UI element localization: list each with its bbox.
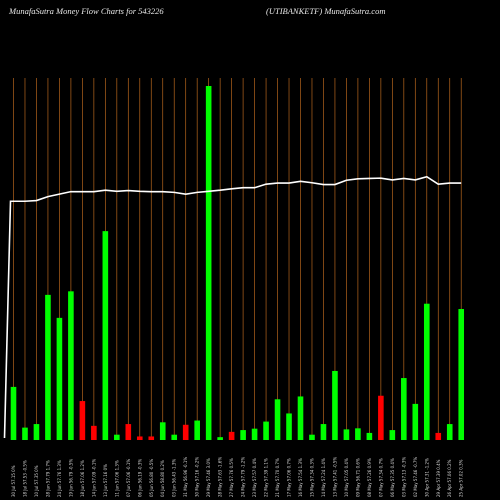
bar xyxy=(114,434,120,440)
bar xyxy=(91,425,97,440)
x-tick-label: 17 May 57.06 0.7% xyxy=(287,458,292,497)
x-tick-label: 13 Jun 57.16 0% xyxy=(103,464,108,497)
x-tick-label: 27 May 57.76 0.5% xyxy=(229,458,234,497)
bar xyxy=(56,317,63,440)
bar xyxy=(33,424,40,440)
x-tick-label: 24 Jun 57.76 1.3% xyxy=(57,460,62,497)
bar xyxy=(10,386,17,440)
x-tick-label: 21 May 57.70 0.7% xyxy=(275,458,280,497)
x-tick-label: 26 Apr 57.06 0.2% xyxy=(447,459,452,497)
x-tick-label: 06 Jun 56.19 -0.3% xyxy=(137,459,142,497)
x-tick-label: 24 May 57.79 -1.2% xyxy=(241,457,246,497)
x-tick-label: 30 May 57.16 -0.2% xyxy=(195,457,200,497)
bar xyxy=(263,421,269,440)
bar xyxy=(309,434,315,440)
x-axis-labels: 30 Jul 57.15 0% 18 Jul 57.53 -0.5% 10 Jul … xyxy=(11,457,464,497)
bar xyxy=(148,436,155,440)
bar xyxy=(297,396,304,440)
bar xyxy=(435,432,442,440)
bar xyxy=(205,86,212,440)
bar xyxy=(159,422,166,440)
bar xyxy=(22,427,28,440)
bar xyxy=(412,403,419,440)
x-tick-label: 08 May 57.26 0.9% xyxy=(367,458,372,497)
x-tick-label: 18 Jun 57.06 1.2% xyxy=(80,460,85,497)
bar xyxy=(45,294,51,440)
bar xyxy=(217,437,223,440)
x-tick-label: 02 May 57.46 -0.7% xyxy=(413,457,418,497)
x-tick-label: 13 May 57.41 -0.5% xyxy=(332,457,337,497)
x-tick-label: 18 Jul 57.53 -0.5% xyxy=(22,460,27,497)
bar xyxy=(274,399,281,440)
bar xyxy=(389,430,396,440)
bar xyxy=(332,370,338,440)
price-line xyxy=(3,175,462,439)
x-tick-label: 07 Jun 57.06 -0.1% xyxy=(126,459,131,497)
bar xyxy=(458,309,465,440)
grid-lines xyxy=(13,78,462,440)
x-tick-label: 14 Jun 57.09 -0.1% xyxy=(91,459,96,497)
chart-header: MunafaSutra Money Flow Charts for 543226… xyxy=(0,0,500,20)
bar xyxy=(68,291,74,440)
x-tick-label: 29 May 57.46 3.0% xyxy=(206,458,211,497)
x-tick-label: 03 Jun 56.43 -1.3% xyxy=(172,459,177,497)
x-tick-label: 28 May 57.63 -1.6% xyxy=(218,457,223,497)
bar xyxy=(102,231,109,440)
bar xyxy=(366,432,373,440)
x-tick-label: 28 Jun 57.79 1.7% xyxy=(45,460,50,497)
chart-title: MunafaSutra Money Flow Charts for 543226 xyxy=(9,6,164,16)
bar xyxy=(228,431,235,440)
bar xyxy=(136,436,143,440)
bar xyxy=(182,424,189,440)
x-tick-label: 05 Jun 56.80 -0.5% xyxy=(149,459,154,497)
bar xyxy=(125,424,132,440)
bar xyxy=(240,430,246,440)
bar xyxy=(378,395,384,440)
bar xyxy=(401,378,407,440)
chart-subtitle: (UTIBANKETF) MunafaSutra.com xyxy=(266,6,386,16)
x-tick-label: 25 Apr 57.02 0.3% xyxy=(459,459,464,497)
x-tick-label: 04 Jun 58.80 0.2% xyxy=(160,460,165,497)
x-tick-label: 19 Jun 56.79 -0.5% xyxy=(68,459,73,497)
x-tick-label: 14 May 57.24 1.4% xyxy=(321,458,326,497)
x-tick-label: 22 May 57.39 1.1% xyxy=(264,458,269,497)
x-tick-label: 23 May 57.57 0.4% xyxy=(252,458,257,497)
x-tick-label: 06 May 57.35 0.4% xyxy=(390,458,395,497)
bar xyxy=(251,428,258,440)
bar xyxy=(286,413,292,440)
x-tick-label: 30 Apr 57.31 -1.2% xyxy=(424,458,429,497)
bar xyxy=(171,434,178,440)
x-tick-label: 07 May 57.34 0.7% xyxy=(378,458,383,497)
bar xyxy=(446,424,453,440)
x-tick-label: 03 May 57.13 -0.3% xyxy=(401,457,406,497)
x-tick-label: 30 Jul 57.15 0% xyxy=(11,465,16,497)
x-tick-label: 10 Jul 57.35 0% xyxy=(34,465,39,497)
x-tick-label: 31 May 56.96 -0.1% xyxy=(183,457,188,497)
x-tick-label: 09 May 56.71 0.6% xyxy=(355,458,360,497)
bar xyxy=(320,424,327,440)
bar xyxy=(355,428,361,440)
bar xyxy=(343,429,350,440)
x-tick-label: 10 May 57.05 0.4% xyxy=(344,458,349,497)
x-tick-label: 16 May 57.54 1.3% xyxy=(298,458,303,497)
x-tick-label: 15 May 57.34 0.3% xyxy=(309,458,314,497)
bar xyxy=(79,401,86,440)
volume-bars xyxy=(10,86,465,440)
x-tick-label: 11 Jun 57.06 1.3% xyxy=(114,460,119,497)
bar xyxy=(423,303,430,440)
bar xyxy=(194,420,200,440)
price-line-group xyxy=(3,175,462,439)
x-tick-label: 29 Apr 57.39 0.4% xyxy=(436,459,441,497)
